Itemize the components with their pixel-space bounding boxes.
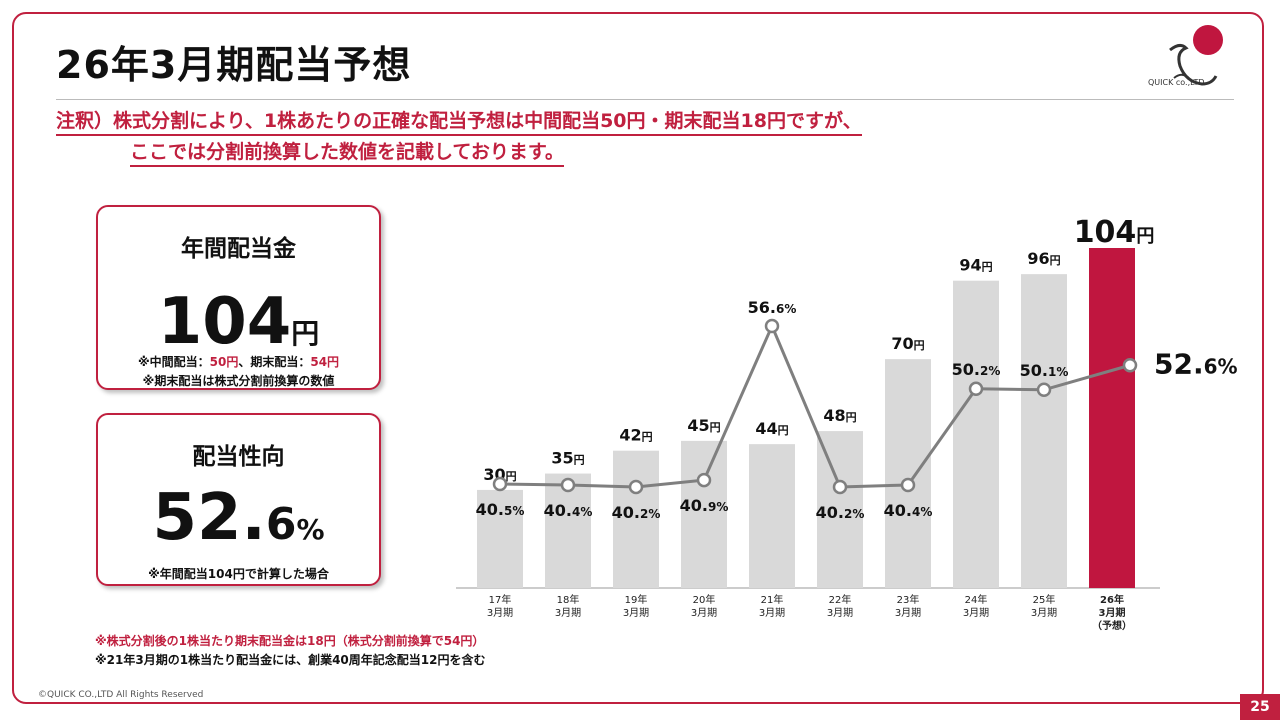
payout-ratio-line xyxy=(499,322,1131,489)
line-label-6: 40.4% xyxy=(884,501,933,520)
bar-9 xyxy=(1089,248,1135,588)
logo-text: QUICK co.,LTD xyxy=(1148,78,1205,87)
annual-dividend-value: 104円 xyxy=(157,285,320,359)
line-label-8: 50.1% xyxy=(1020,361,1069,380)
category-label-5: 22年 3月期 xyxy=(827,593,853,619)
category-label-1: 18年 3月期 xyxy=(555,593,581,619)
payout-ratio-card: 配当性向 52.6% ※年間配当104円で計算した場合 xyxy=(96,413,381,586)
category-label-9: 26年 3月期（予想） xyxy=(1092,593,1132,632)
note-line-2: ここでは分割前換算した数値を記載しております。 xyxy=(130,137,564,167)
bar-5 xyxy=(817,431,863,588)
category-label-8: 25年 3月期 xyxy=(1031,593,1057,619)
category-label-6: 23年 3月期 xyxy=(895,593,921,619)
bar-label-7: 94円 xyxy=(959,256,992,275)
payout-ratio-heading: 配当性向 xyxy=(192,444,285,470)
footnote-anniversary: ※21年3月期の1株当たり配当金には、創業40周年記念配当12円を含む xyxy=(95,653,486,667)
line-label-4: 56.6% xyxy=(748,298,797,317)
line-point-8 xyxy=(1036,382,1052,398)
annual-dividend-note: ※期末配当は株式分割前換算の数値 xyxy=(142,374,335,388)
line-point-6 xyxy=(900,477,916,493)
category-label-0: 17年 3月期 xyxy=(487,593,513,619)
annual-dividend-heading: 年間配当金 xyxy=(181,236,296,262)
payout-ratio-value: 52.6% xyxy=(152,481,325,555)
line-point-7 xyxy=(968,381,984,397)
bar-8 xyxy=(1021,274,1067,588)
line-label-0: 40.5% xyxy=(476,500,525,519)
bar-label-9: 104円 xyxy=(1074,215,1155,250)
annual-dividend-breakdown: ※中間配当：50円、期末配当：54円 xyxy=(137,355,340,369)
line-point-5 xyxy=(832,479,848,495)
bar-label-1: 35円 xyxy=(551,449,584,468)
bar-1 xyxy=(545,473,591,588)
title-divider xyxy=(56,99,1234,100)
category-label-3: 20年 3月期 xyxy=(691,593,717,619)
bar-label-5: 48円 xyxy=(823,406,856,425)
payout-ratio-note: ※年間配当104円で計算した場合 xyxy=(148,567,329,581)
bar-2 xyxy=(613,450,659,588)
category-label-2: 19年 3月期 xyxy=(623,593,649,619)
line-point-3 xyxy=(696,472,712,488)
bar-0 xyxy=(477,489,523,588)
page-title: 26年3月期配当予想 xyxy=(56,43,412,87)
bar-label-2: 42円 xyxy=(619,426,652,445)
line-point-1 xyxy=(560,477,576,493)
line-label-9: 52.6% xyxy=(1154,347,1238,380)
category-label-7: 24年 3月期 xyxy=(963,593,989,619)
category-label-4: 21年 3月期 xyxy=(759,593,785,619)
line-point-2 xyxy=(628,479,644,495)
line-point-0 xyxy=(492,476,508,492)
page-number: 25 xyxy=(1240,694,1280,720)
footnote-split: ※株式分割後の1株当たり期末配当金は18円（株式分割前換算で54円） xyxy=(95,634,485,648)
line-label-1: 40.4% xyxy=(544,501,593,520)
quick-logo-icon xyxy=(1169,25,1223,86)
slide-frame xyxy=(12,12,1264,704)
bar-7 xyxy=(953,280,999,588)
line-point-4 xyxy=(764,318,780,334)
line-label-7: 50.2% xyxy=(952,360,1001,379)
line-label-2: 40.2% xyxy=(612,503,661,522)
bar-4 xyxy=(749,444,795,588)
bar-label-3: 45円 xyxy=(687,416,720,435)
bar-6 xyxy=(885,359,931,588)
bar-label-4: 44円 xyxy=(755,419,788,438)
line-label-3: 40.9% xyxy=(680,496,729,515)
line-label-5: 40.2% xyxy=(816,503,865,522)
line-point-9 xyxy=(1122,358,1138,373)
bar-label-6: 70円 xyxy=(891,334,924,353)
note-line-1: 注釈）株式分割により、1株あたりの正確な配当予想は中間配当50円・期末配当18円… xyxy=(56,106,862,136)
copyright: ©QUICK CO.,LTD All Rights Reserved xyxy=(38,690,204,700)
bar-3 xyxy=(681,440,727,588)
bar-label-8: 96円 xyxy=(1027,249,1060,268)
annual-dividend-card: 年間配当金 104円 ※中間配当：50円、期末配当：54円 ※期末配当は株式分割… xyxy=(96,205,381,390)
